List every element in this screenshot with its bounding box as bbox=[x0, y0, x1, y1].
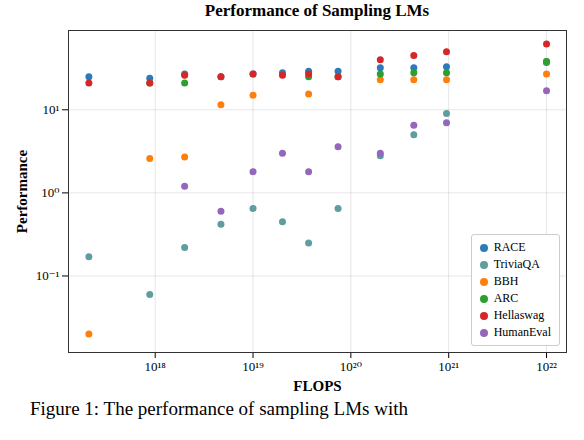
html-text:TriviaQA: TriviaQA bbox=[493, 257, 540, 271]
svg-text:10²⁰: 10²⁰ bbox=[340, 359, 362, 374]
html-text:Figure 1: The performance of s: Figure 1: The performance of sampling LM… bbox=[30, 398, 408, 419]
svg-text:10¹⁹: 10¹⁹ bbox=[242, 359, 264, 374]
svg-text:10²²: 10²² bbox=[536, 359, 557, 374]
html-text:BBH: BBH bbox=[493, 274, 519, 288]
svg-text:10¹: 10¹ bbox=[43, 102, 60, 117]
html-text:Hellaswag: Hellaswag bbox=[493, 308, 545, 322]
svg-text:10¹⁸: 10¹⁸ bbox=[144, 359, 166, 374]
svg-text:Performance: Performance bbox=[14, 150, 30, 234]
html-text:RACE: RACE bbox=[493, 240, 526, 254]
svg-text:10²¹: 10²¹ bbox=[438, 359, 459, 374]
svg-text:10⁰: 10⁰ bbox=[41, 185, 59, 200]
html-text:Performance of Sampling LMs: Performance of Sampling LMs bbox=[204, 1, 430, 20]
svg-text:FLOPS: FLOPS bbox=[293, 378, 341, 394]
html-text:HumanEval: HumanEval bbox=[493, 325, 551, 339]
html-text:ARC: ARC bbox=[493, 291, 519, 305]
svg-text:10⁻¹: 10⁻¹ bbox=[36, 268, 60, 283]
